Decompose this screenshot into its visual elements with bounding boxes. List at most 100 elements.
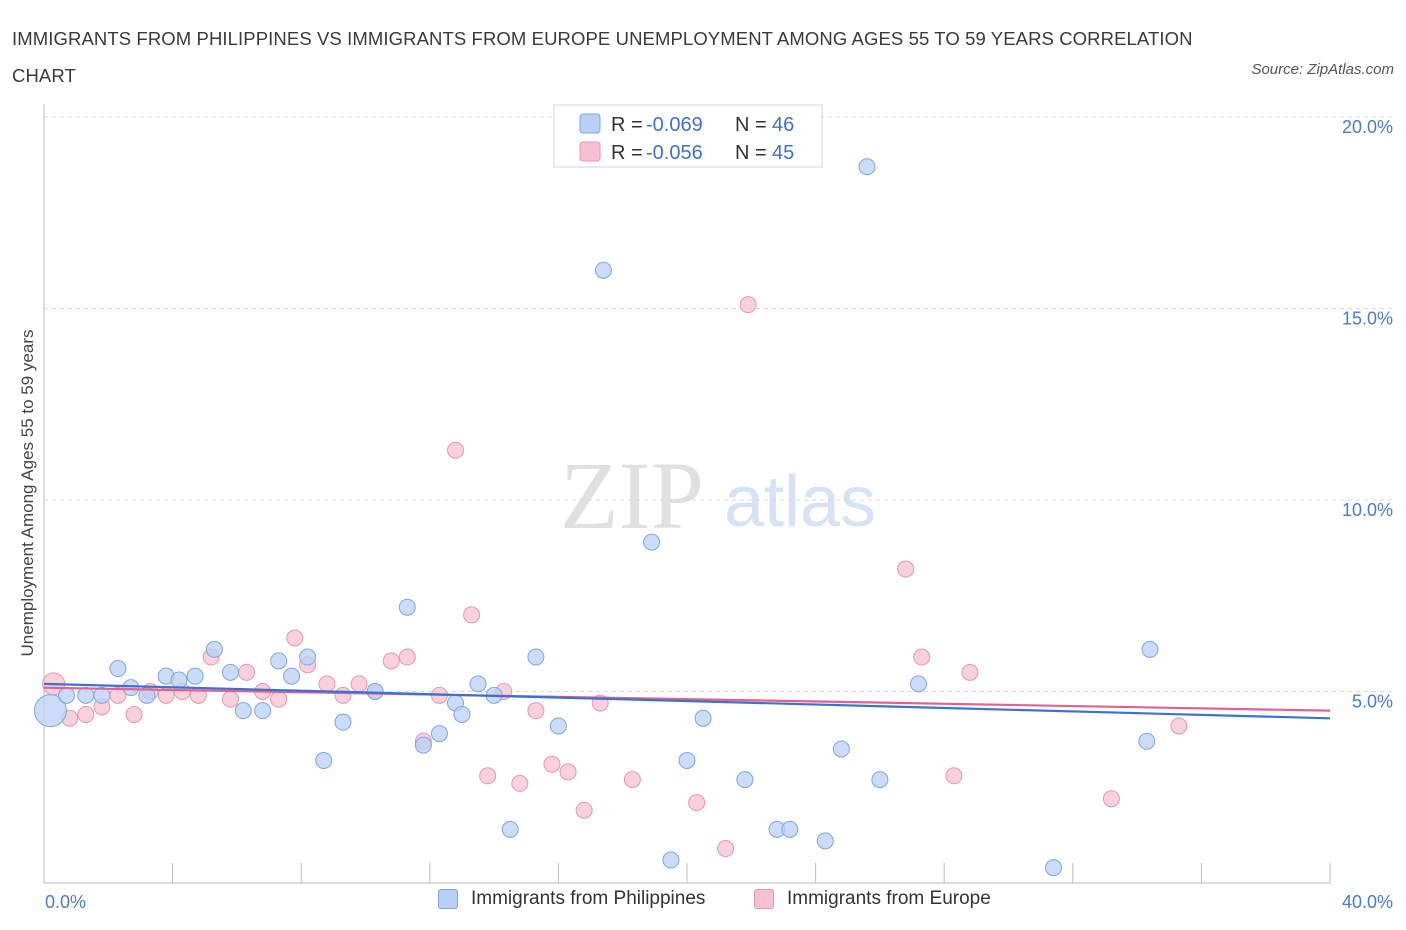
data-point-philippines: [816, 832, 834, 850]
data-point-philippines: [909, 675, 927, 693]
data-point-philippines: [283, 667, 301, 685]
data-point-philippines: [678, 751, 696, 769]
data-point-europe: [945, 767, 963, 785]
data-point-europe: [1102, 790, 1120, 808]
gridlines: [44, 116, 1395, 692]
series-europe-points: [42, 296, 1188, 858]
data-point-europe: [270, 690, 288, 708]
data-point-philippines: [736, 771, 754, 789]
data-point-europe: [575, 801, 593, 819]
data-point-philippines: [299, 648, 317, 666]
data-point-europe: [334, 686, 352, 704]
data-point-philippines: [832, 740, 850, 758]
top-legend: R = -0.069 N = 46 R = -0.056 N = 45: [553, 104, 823, 168]
chart-title: IMMIGRANTS FROM PHILIPPINES VS IMMIGRANT…: [12, 28, 1193, 86]
data-point-philippines: [186, 667, 204, 685]
data-point-europe: [688, 794, 706, 812]
data-point-europe: [527, 702, 545, 720]
data-point-europe: [559, 763, 577, 781]
data-point-europe: [77, 705, 95, 723]
data-point-philippines: [122, 679, 140, 697]
data-point-europe: [238, 663, 256, 681]
legend-swatch-philippines: [579, 113, 601, 134]
data-point-philippines: [221, 663, 239, 681]
source-label: Source: ZipAtlas.com: [1251, 61, 1394, 78]
data-point-philippines: [527, 648, 545, 666]
y-tick-labels: 5.0% 10.0% 15.0% 20.0%: [1342, 117, 1393, 712]
data-point-philippines: [58, 686, 76, 704]
data-point-philippines: [643, 533, 661, 551]
legend-r-value-1: -0.069: [646, 114, 703, 136]
data-point-europe: [479, 767, 497, 785]
data-point-philippines: [414, 736, 432, 754]
data-point-philippines: [109, 660, 127, 678]
data-point-philippines: [1045, 859, 1063, 877]
legend-swatch-europe-bottom: [754, 889, 774, 909]
watermark-atlas: atlas: [724, 462, 876, 542]
data-point-europe: [463, 606, 481, 624]
bottom-legend: Immigrants from Philippines Immigrants f…: [0, 888, 1406, 918]
legend-swatch-europe: [579, 141, 601, 162]
data-point-europe: [739, 296, 757, 314]
data-point-europe: [221, 690, 239, 708]
y-tick-label: 10.0%: [1342, 500, 1393, 520]
legend-swatch-philippines-bottom: [438, 889, 458, 909]
data-point-europe: [913, 648, 931, 666]
data-point-philippines: [453, 705, 471, 723]
data-point-philippines: [858, 158, 876, 176]
data-point-europe: [350, 675, 368, 693]
data-point-philippines: [33, 694, 67, 728]
data-point-philippines: [501, 820, 519, 838]
data-point-europe: [447, 441, 465, 459]
data-point-philippines: [334, 713, 352, 731]
legend-item-europe: Immigrants from Europe: [754, 888, 991, 910]
x-tick-label-min: 0.0%: [45, 892, 86, 912]
trend-lines: [43, 682, 1331, 720]
data-point-philippines: [871, 771, 889, 789]
data-point-philippines: [93, 686, 111, 704]
legend-label-europe: Immigrants from Europe: [787, 888, 991, 909]
data-point-europe: [897, 560, 915, 578]
legend-n-value-2: 45: [772, 142, 794, 164]
trend-line-philippines: [43, 682, 1331, 720]
data-point-philippines: [469, 675, 487, 693]
data-point-philippines: [205, 640, 223, 658]
series-philippines-points: [33, 158, 1159, 877]
data-point-philippines: [594, 261, 612, 279]
x-tick-label-max: 40.0%: [1342, 892, 1393, 912]
data-point-philippines: [694, 709, 712, 727]
data-point-europe: [961, 663, 979, 681]
y-axis-label: Unemployment Among Ages 55 to 59 years: [18, 330, 37, 657]
data-point-philippines: [270, 652, 288, 670]
y-tick-label: 15.0%: [1342, 309, 1393, 329]
data-point-philippines: [77, 686, 95, 704]
data-point-europe: [1170, 717, 1188, 735]
legend-n-label-1: N =: [735, 114, 767, 136]
legend-r-label-2: R =: [611, 142, 643, 164]
watermark-zip: ZIP: [560, 442, 704, 549]
data-point-europe: [623, 771, 641, 789]
x-tick-marks: [172, 863, 1331, 883]
legend-n-label-2: N =: [735, 142, 767, 164]
data-point-philippines: [1141, 640, 1159, 658]
data-point-philippines: [1138, 732, 1156, 750]
data-point-philippines: [398, 598, 416, 616]
data-point-europe: [717, 840, 735, 858]
data-point-philippines: [662, 851, 680, 869]
legend-r-label-1: R =: [611, 114, 643, 136]
legend-r-value-2: -0.056: [646, 142, 703, 164]
data-point-europe: [511, 774, 529, 792]
trend-line-europe: [43, 686, 1331, 712]
data-point-philippines: [254, 702, 272, 720]
legend-label-philippines: Immigrants from Philippines: [471, 888, 706, 909]
y-tick-label: 20.0%: [1342, 117, 1393, 137]
legend-item-philippines: Immigrants from Philippines: [438, 888, 705, 910]
legend-n-value-1: 46: [772, 114, 794, 136]
data-point-europe: [125, 705, 143, 723]
y-tick-label: 5.0%: [1352, 692, 1393, 712]
data-point-europe: [543, 755, 561, 773]
data-point-philippines: [430, 725, 448, 743]
data-point-europe: [382, 652, 400, 670]
data-point-europe: [398, 648, 416, 666]
